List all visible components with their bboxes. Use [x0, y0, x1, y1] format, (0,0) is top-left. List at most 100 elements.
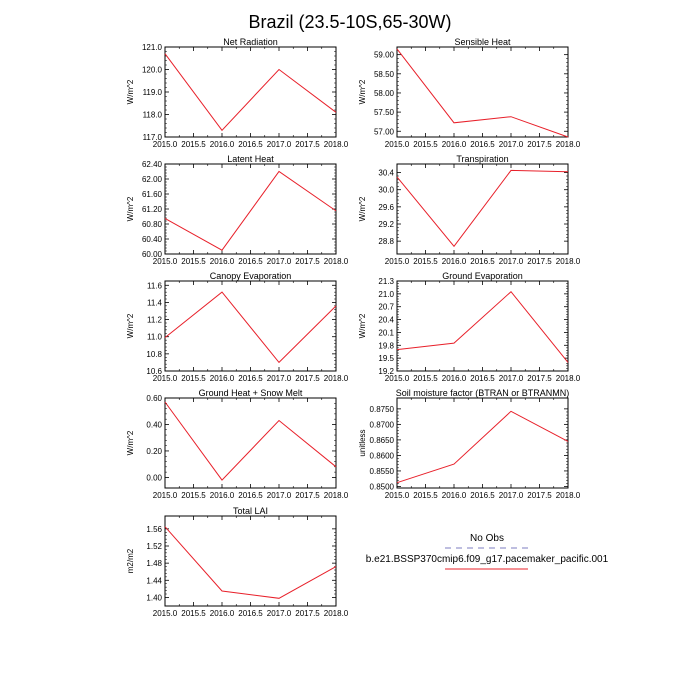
panel-canopy-evaporation: Canopy Evaporation 2015.0 2015.5 2016.0 2016…: [126, 271, 349, 383]
x-tick-label: 2017.5: [527, 257, 552, 266]
x-tick-label: 2016.5: [238, 609, 263, 618]
y-tick-label: 0.00: [146, 473, 162, 482]
y-tick-label: 21.0: [378, 290, 394, 299]
panel-title: Canopy Evaporation: [210, 271, 292, 281]
y-axis-label: m2/m2: [126, 548, 135, 573]
x-tick-label: 2017.5: [527, 140, 552, 149]
x-tick-label: 2017.5: [295, 491, 320, 500]
panel-title: Ground Evaporation: [442, 271, 523, 281]
x-tick-label: 2017.0: [267, 491, 292, 500]
y-tick-label: 121.0: [142, 43, 163, 52]
y-tick-label: 11.0: [147, 333, 163, 342]
panel-sensible-heat: Sensible Heat 2015.0 2015.5 2016.0 2016.5 201…: [358, 37, 581, 149]
x-tick-label: 2017.0: [267, 609, 292, 618]
panel-soil-moisture-factor-btran-or-btranmn: Soil moisture factor (BTRAN or BTRANMN) 2…: [358, 388, 581, 500]
x-tick-label: 2015.0: [153, 374, 178, 383]
panel-title: Transpiration: [456, 154, 508, 164]
x-tick-label: 2015.0: [385, 140, 410, 149]
x-tick-label: 2015.5: [413, 491, 438, 500]
x-tick-label: 2018.0: [324, 491, 349, 500]
series-line: [396, 48, 569, 138]
x-tick-label: 2017.5: [295, 609, 320, 618]
panel-ground-heat-snow-melt: Ground Heat + Snow Melt 2015.0 2015.5 2016.…: [126, 388, 349, 500]
x-tick-label: 2015.0: [385, 374, 410, 383]
x-tick-label: 2015.0: [153, 609, 178, 618]
y-tick-label: 0.8750: [370, 405, 395, 414]
x-tick-label: 2015.5: [181, 609, 206, 618]
x-tick-label: 2016.5: [470, 491, 495, 500]
x-tick-label: 2015.5: [181, 374, 206, 383]
x-tick-label: 2016.0: [210, 491, 235, 500]
y-tick-label: 1.40: [146, 593, 162, 602]
y-tick-label: 61.20: [142, 205, 163, 214]
panel-latent-heat: Latent Heat 2015.0 2015.5 2016.0 2016.5 2017.…: [126, 154, 349, 266]
y-tick-label: 0.8650: [370, 436, 395, 445]
y-tick-label: 58.50: [374, 70, 395, 79]
y-tick-label: 60.80: [142, 220, 163, 229]
y-tick-label: 1.52: [146, 542, 162, 551]
x-tick-label: 2017.0: [499, 257, 524, 266]
panel-ground-evaporation: Ground Evaporation 2015.0 2015.5 2016.0 2016…: [358, 271, 581, 383]
panel-frame: [164, 46, 337, 138]
y-tick-label: 19.8: [378, 341, 394, 350]
y-axis-label: unitless: [358, 429, 367, 456]
y-tick-label: 58.00: [374, 89, 395, 98]
y-tick-label: 0.8700: [370, 420, 395, 429]
x-tick-label: 2015.0: [153, 491, 178, 500]
y-axis-label: W/m^2: [358, 196, 367, 221]
y-tick-label: 62.40: [142, 160, 163, 169]
series-line: [164, 53, 337, 132]
panel-title: Sensible Heat: [454, 37, 511, 47]
x-tick-label: 2016.0: [210, 257, 235, 266]
y-tick-label: 0.8500: [370, 482, 395, 491]
x-tick-label: 2016.5: [238, 374, 263, 383]
x-tick-label: 2017.5: [527, 491, 552, 500]
panel-frame: [164, 163, 337, 255]
panel-frame: [164, 280, 337, 372]
y-tick-label: 11.4: [147, 298, 163, 307]
y-tick-label: 28.8: [378, 237, 394, 246]
x-tick-label: 2016.0: [210, 609, 235, 618]
x-tick-label: 2016.5: [470, 257, 495, 266]
y-tick-label: 30.0: [378, 186, 394, 195]
y-axis-label: W/m^2: [126, 79, 135, 104]
x-tick-label: 2017.0: [499, 140, 524, 149]
legend-model-label: b.e21.BSSP370cmip6.f09_g17.pacemaker_pac…: [366, 554, 609, 565]
panel-frame: [396, 280, 569, 372]
x-tick-label: 2016.0: [442, 257, 467, 266]
x-tick-label: 2015.5: [413, 374, 438, 383]
y-tick-label: 59.00: [374, 51, 395, 60]
series-line: [164, 170, 337, 251]
x-tick-label: 2017.0: [267, 257, 292, 266]
x-tick-label: 2017.0: [499, 374, 524, 383]
y-tick-label: 57.50: [374, 108, 395, 117]
y-tick-label: 57.00: [374, 127, 395, 136]
x-tick-label: 2018.0: [556, 140, 581, 149]
y-tick-label: 10.6: [146, 367, 162, 376]
panel-title: Ground Heat + Snow Melt: [199, 388, 303, 398]
panel-frame: [396, 46, 569, 138]
y-axis-label: W/m^2: [126, 313, 135, 338]
x-tick-label: 2016.0: [442, 374, 467, 383]
y-tick-label: 1.48: [146, 559, 162, 568]
series-line: [396, 410, 569, 484]
x-tick-label: 2018.0: [324, 374, 349, 383]
panel-title: Soil moisture factor (BTRAN or BTRANMN): [396, 388, 570, 398]
series-line: [164, 526, 337, 599]
x-tick-label: 2015.0: [153, 140, 178, 149]
y-tick-label: 10.8: [146, 350, 162, 359]
x-tick-label: 2018.0: [324, 140, 349, 149]
panel-frame: [164, 515, 337, 607]
y-tick-label: 1.44: [146, 576, 162, 585]
y-tick-label: 119.0: [143, 88, 163, 97]
y-tick-label: 20.7: [378, 303, 394, 312]
panel-title: Latent Heat: [227, 154, 274, 164]
y-tick-label: 19.5: [378, 354, 394, 363]
y-tick-label: 29.6: [378, 203, 394, 212]
x-tick-label: 2015.5: [413, 140, 438, 149]
y-tick-label: 20.4: [378, 316, 394, 325]
x-tick-label: 2017.5: [295, 140, 320, 149]
